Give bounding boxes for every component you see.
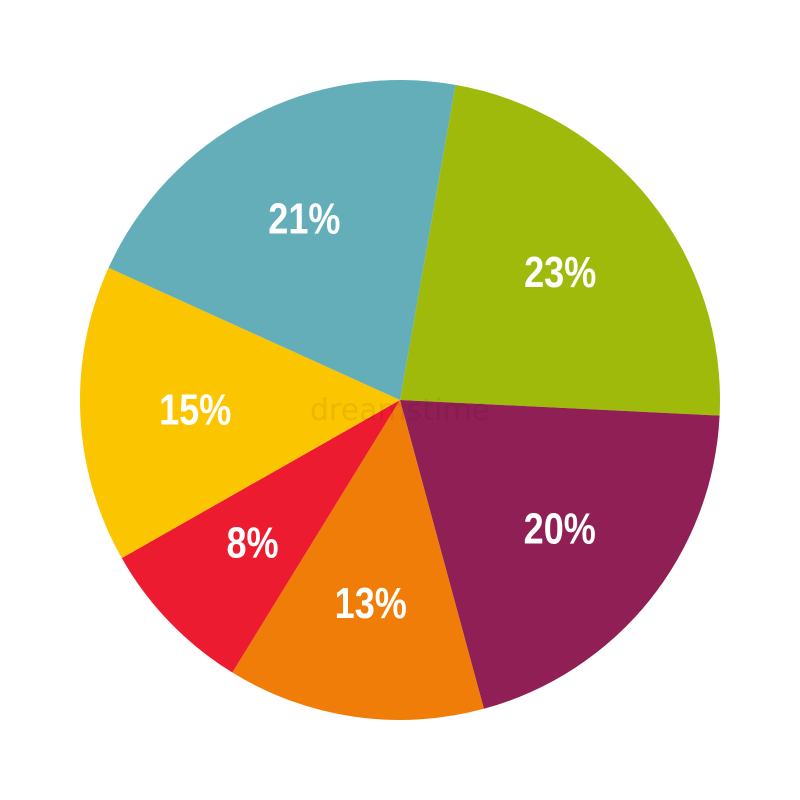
slice-label-2: 13% bbox=[335, 579, 407, 628]
pie-slice-0 bbox=[400, 84, 720, 416]
watermark: dreamstime bbox=[310, 393, 490, 428]
pie-slice-5 bbox=[108, 80, 456, 401]
slice-label-4: 15% bbox=[159, 385, 231, 434]
pie-slice-4 bbox=[80, 267, 400, 559]
slice-labels: 23% 20% 13% 8% 15% 21% bbox=[159, 194, 596, 627]
slice-label-3: 8% bbox=[226, 518, 278, 567]
slice-label-5: 21% bbox=[268, 194, 340, 243]
pie-slice-3 bbox=[121, 400, 400, 673]
pie-slices bbox=[80, 80, 720, 721]
pie-slice-1 bbox=[400, 400, 720, 709]
slice-label-0: 23% bbox=[524, 248, 596, 297]
pie-slice-2 bbox=[232, 400, 484, 721]
slice-label-1: 20% bbox=[524, 504, 596, 553]
